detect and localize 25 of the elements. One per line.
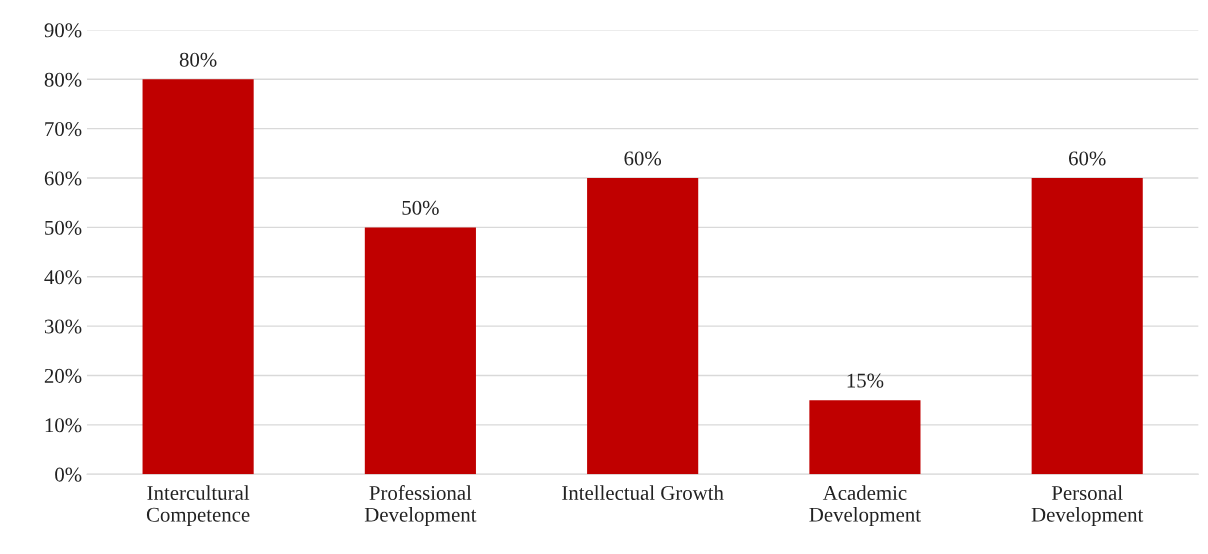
x-tick-label: Professional Development bbox=[364, 485, 477, 527]
data-label: 60% bbox=[1069, 151, 1106, 166]
bar bbox=[1031, 178, 1143, 475]
y-tick-label: 10% bbox=[45, 418, 82, 433]
x-tick-label: Intellectual Growth bbox=[562, 485, 724, 500]
y-tick-label: 70% bbox=[45, 122, 82, 137]
data-label: 50% bbox=[402, 200, 439, 215]
y-tick-label: 30% bbox=[44, 319, 82, 334]
data-label: 60% bbox=[624, 151, 662, 166]
bar bbox=[142, 79, 254, 475]
y-tick-label: 40% bbox=[44, 270, 82, 285]
y-tick-label: 60% bbox=[44, 171, 82, 186]
x-tick-label: Personal Development bbox=[1031, 485, 1144, 527]
y-tick-label: 20% bbox=[44, 368, 82, 383]
data-label: 80% bbox=[179, 52, 217, 67]
y-tick-label: 50% bbox=[45, 220, 82, 235]
bar bbox=[809, 400, 921, 475]
y-tick-label: 90% bbox=[44, 23, 82, 38]
x-tick-label: Academic Development bbox=[809, 485, 921, 527]
bar bbox=[587, 178, 699, 475]
x-tick-label: Intercultural Competence bbox=[146, 485, 250, 527]
data-label: 15% bbox=[847, 373, 884, 388]
y-tick-label: 80% bbox=[44, 72, 82, 87]
bar bbox=[364, 227, 476, 475]
y-tick-label: 0% bbox=[55, 467, 82, 482]
